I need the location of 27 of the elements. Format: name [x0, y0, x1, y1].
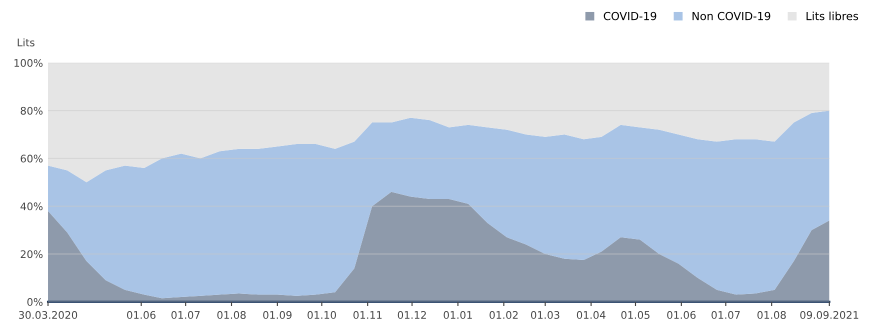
y-tick-label: 20%: [20, 250, 43, 258]
x-tick-label: 01.09: [263, 311, 292, 319]
x-tick-label: 01.07: [171, 311, 200, 319]
x-tick-label: 01.12: [398, 311, 426, 319]
x-tick-label: 01.06: [667, 311, 696, 319]
x-tick-label: 09.09.2021: [800, 311, 858, 319]
legend-label: COVID-19: [604, 12, 656, 20]
legend-label: Lits libres: [806, 12, 858, 20]
x-tick-label: 01.07: [712, 311, 740, 319]
x-tick-label: 01.02: [490, 311, 518, 319]
x-tick-label: 01.03: [531, 311, 560, 319]
x-tick-label: 01.11: [353, 311, 382, 319]
y-tick-label: 100%: [14, 59, 43, 67]
y-tick-label: 40%: [20, 202, 43, 210]
x-tick-label: 01.08: [217, 311, 246, 319]
y-tick-label: 60%: [20, 154, 43, 163]
y-tick-label: 80%: [20, 106, 43, 115]
x-tick-label: 01.05: [621, 311, 650, 319]
x-tick-label: 01.06: [127, 311, 156, 319]
x-tick-label: 01.01: [444, 311, 472, 319]
legend-label: Non COVID-19: [692, 12, 770, 20]
x-tick-label: 01.08: [757, 311, 786, 319]
y-axis-title: Lits: [18, 38, 34, 46]
x-tick-label: 01.10: [308, 311, 336, 319]
x-tick-label: 01.04: [576, 311, 606, 319]
y-tick-label: 0%: [27, 298, 43, 306]
x-tick-label: 30.03.2020: [18, 311, 78, 319]
